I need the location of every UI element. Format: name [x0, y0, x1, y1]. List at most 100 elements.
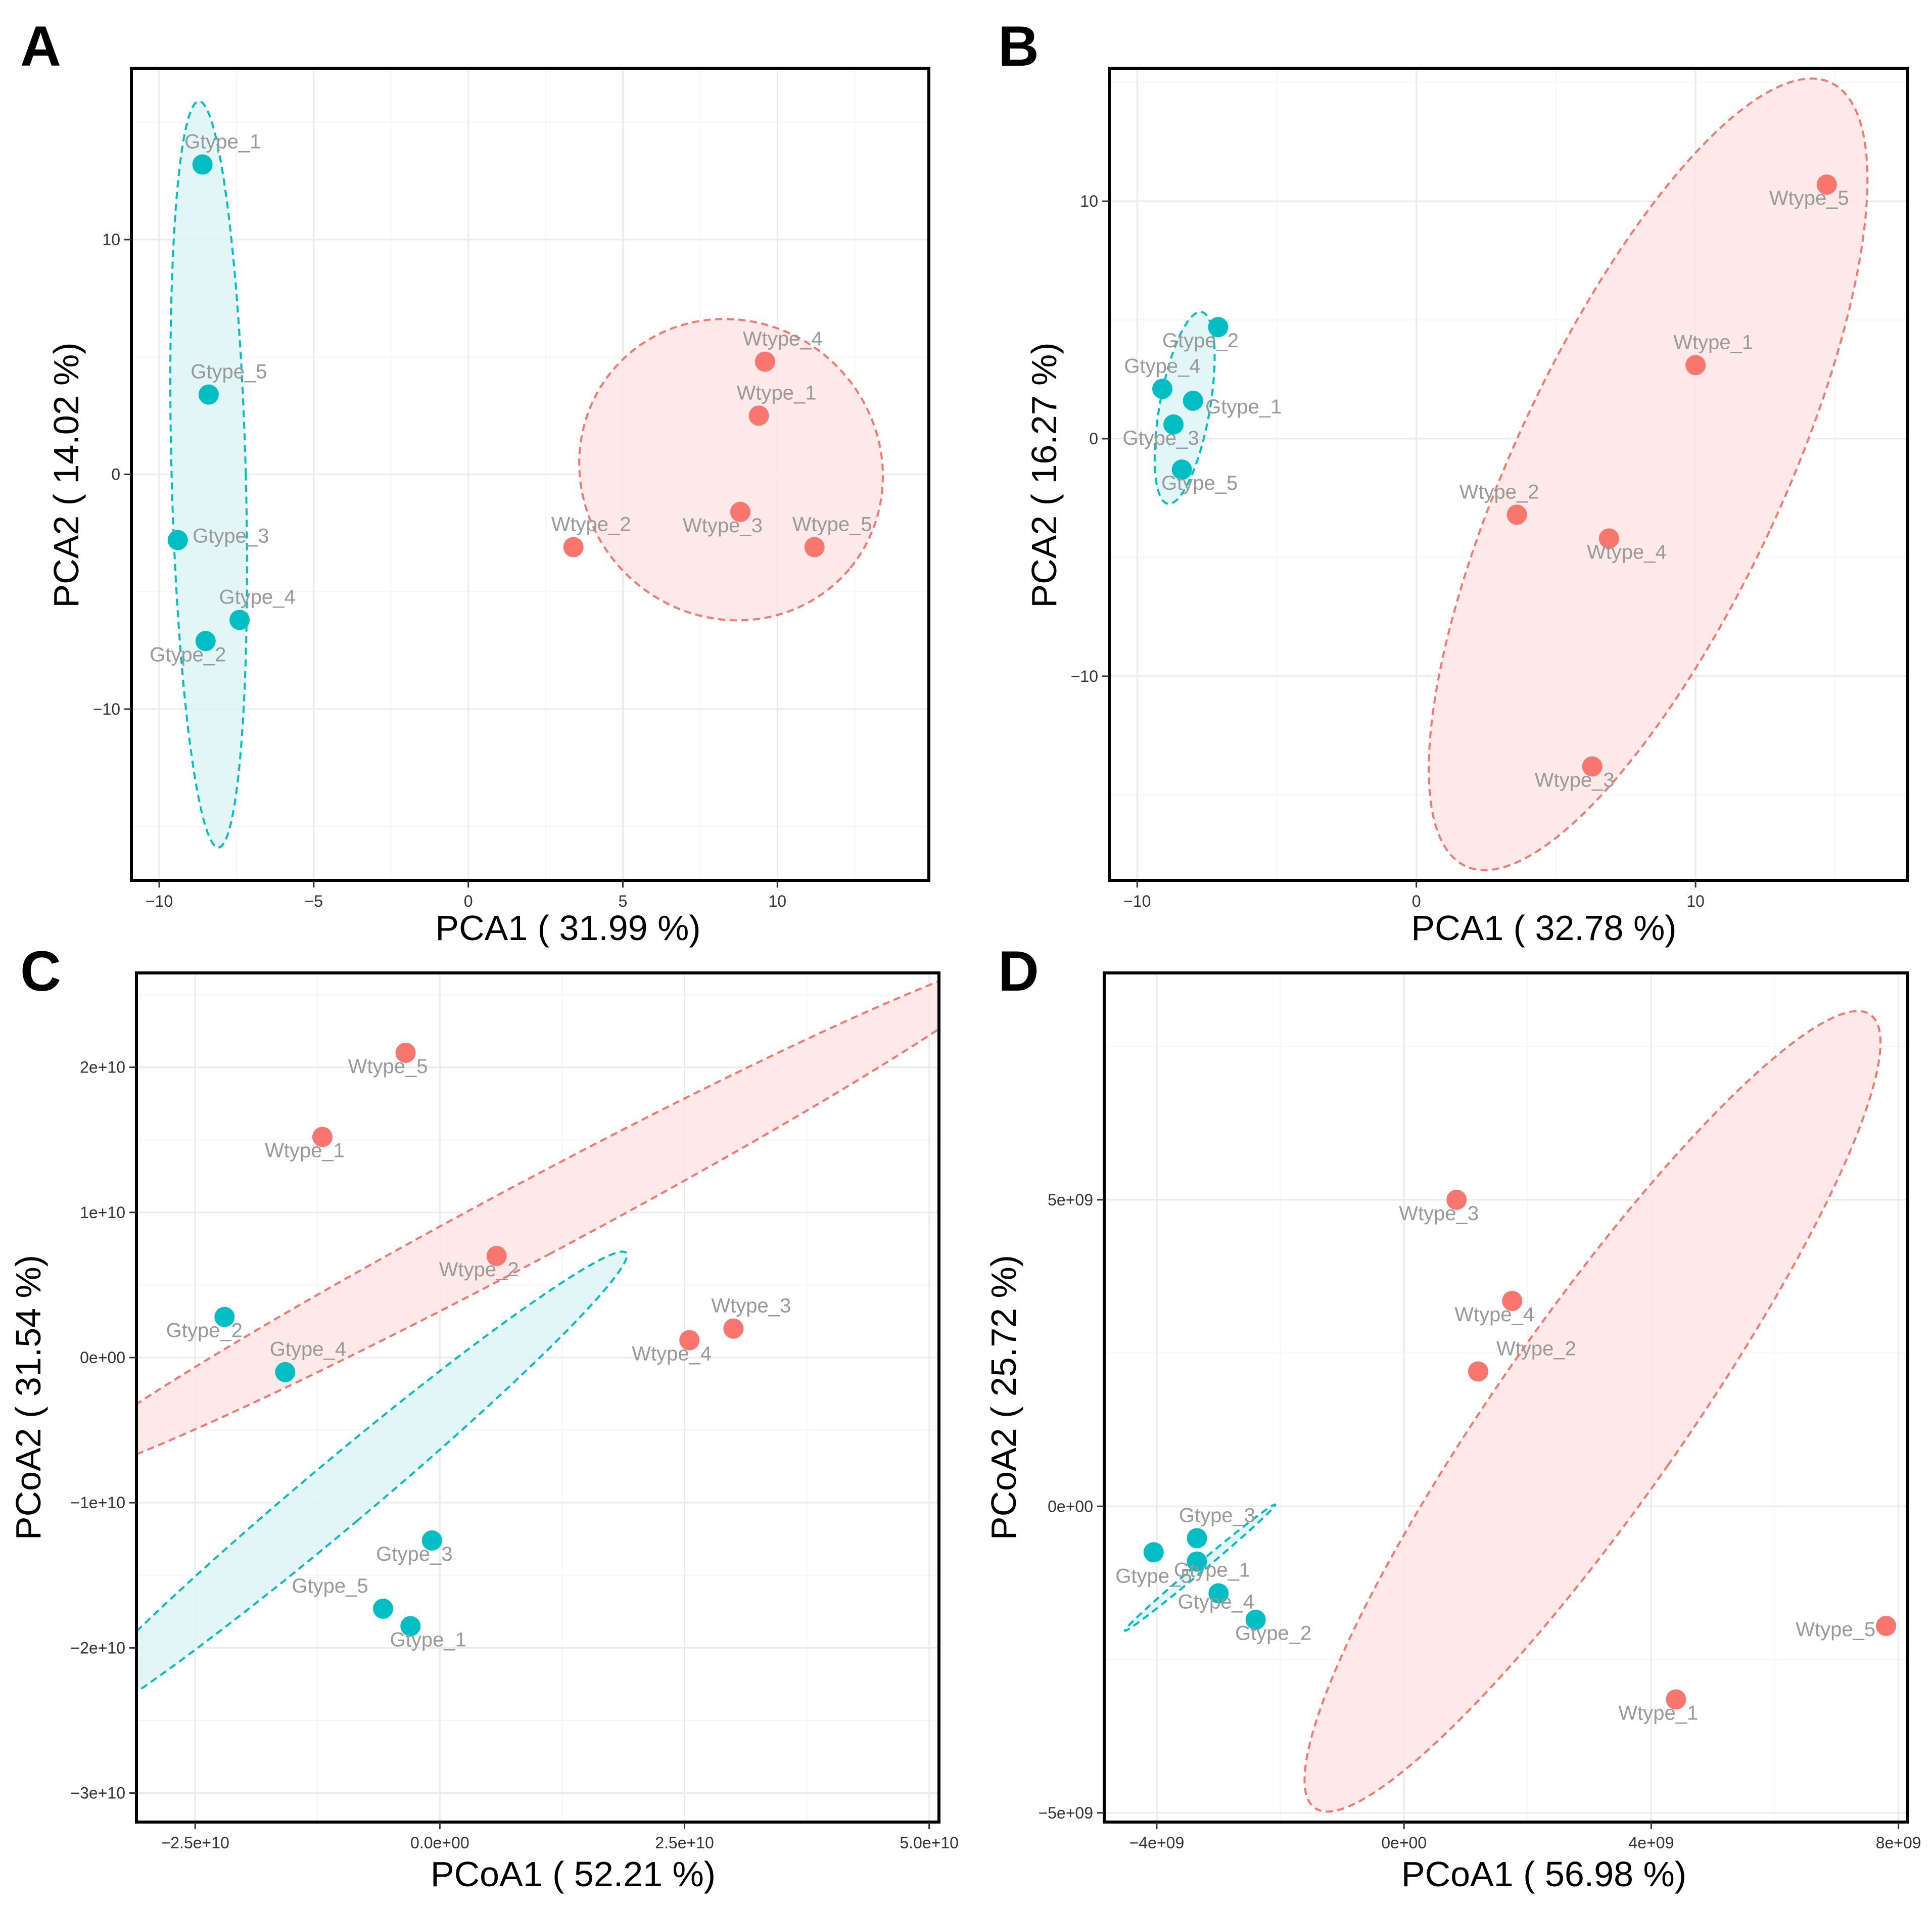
point-label: Gtype_3 — [193, 525, 269, 547]
point-label: Gtype_5 — [191, 361, 267, 383]
point-gtype_3 — [167, 530, 188, 550]
x-axis-title: PCA1 ( 31.99 %) — [435, 908, 700, 948]
point-gtype_5 — [373, 1598, 394, 1619]
point-wtype_5 — [1816, 174, 1837, 195]
point-label: Gtype_1 — [1174, 1559, 1250, 1581]
x-axis-title: PCoA1 ( 52.21 %) — [431, 1854, 716, 1894]
point-wtype_3 — [1446, 1189, 1467, 1210]
point-wtype_2 — [563, 537, 584, 557]
y-tick-label: 10 — [1080, 192, 1098, 210]
point-wtype_5 — [395, 1042, 416, 1063]
gtype-confidence-ellipse — [136, 1250, 628, 1741]
point-gtype_1 — [1187, 1551, 1207, 1572]
point-wtype_2 — [486, 1246, 507, 1266]
y-tick-label: 5e+09 — [1048, 1191, 1093, 1209]
point-label: Wtype_1 — [1673, 331, 1753, 353]
y-tick-label: −5e+09 — [1038, 1804, 1093, 1822]
point-label: Wtype_2 — [551, 513, 631, 535]
point-gtype_4 — [1152, 379, 1172, 399]
point-wtype_4 — [1598, 528, 1619, 549]
point-wtype_5 — [1876, 1615, 1897, 1636]
point-label: Gtype_4 — [219, 586, 295, 608]
ellipses — [1123, 1010, 1882, 1813]
point-label: Wtype_1 — [737, 382, 817, 404]
point-label: Gtype_1 — [390, 1628, 466, 1651]
point-wtype_2 — [1468, 1361, 1488, 1382]
point-label: Gtype_4 — [1178, 1591, 1254, 1613]
x-tick-label: 0 — [1412, 892, 1421, 910]
point-label: Gtype_2 — [1235, 1622, 1311, 1645]
point-wtype_5 — [804, 537, 825, 557]
y-tick-label: 1e+10 — [80, 1203, 125, 1222]
point-label: Wtype_5 — [1796, 1618, 1875, 1641]
point-label: Wtype_5 — [792, 513, 872, 535]
y-axis-title: PCA2 ( 16.27 %) — [1024, 342, 1064, 608]
plot-frame — [1108, 67, 1909, 882]
ellipses — [136, 973, 939, 1741]
y-tick-label: 10 — [102, 230, 120, 249]
x-tick-label: 5.0e+10 — [900, 1834, 959, 1852]
x-tick-label: −4e+09 — [1129, 1834, 1185, 1852]
panel-letter: B — [998, 15, 1039, 78]
point-label: Gtype_4 — [270, 1338, 346, 1361]
x-tick-label: −10 — [1123, 892, 1151, 910]
x-tick-label: 4e+09 — [1628, 1834, 1674, 1852]
y-tick-label: 0e+00 — [80, 1348, 125, 1367]
point-label: Wtype_3 — [683, 515, 763, 537]
point-gtype_1 — [1183, 390, 1203, 411]
point-wtype_1 — [312, 1127, 333, 1147]
point-label: Wtype_5 — [348, 1055, 428, 1078]
wtype-confidence-ellipse — [1428, 77, 1869, 871]
point-label: Gtype_3 — [376, 1543, 452, 1565]
panel-c: Gtype_2 Gtype_4 Gtype_3 Gtype_5 Gtype_1 Wtype… — [9, 940, 959, 1894]
y-tick-label: 0e+00 — [1048, 1497, 1093, 1515]
wtype-confidence-ellipse — [1303, 1010, 1882, 1813]
point-label: Wtype_3 — [1399, 1202, 1479, 1225]
x-tick-label: 10 — [769, 892, 787, 910]
point-gtype_5 — [1171, 459, 1192, 480]
point-gtype_3 — [421, 1530, 442, 1551]
panel-a: Gtype_1 Gtype_5 Gtype_3 Gtype_4 Gtype_2 Wtype… — [20, 15, 930, 948]
point-gtype_2 — [214, 1307, 235, 1327]
point-gtype_2 — [1245, 1609, 1266, 1630]
y-tick-label: 2e+10 — [80, 1058, 125, 1077]
y-axis-title: PCoA2 ( 25.72 %) — [984, 1255, 1023, 1540]
panel-letter: A — [20, 15, 61, 78]
x-tick-label: −2.5e+10 — [161, 1834, 229, 1852]
point-label: Gtype_5 — [292, 1575, 368, 1597]
point-label: Gtype_2 — [166, 1320, 243, 1342]
panel-letter: D — [998, 940, 1039, 1003]
y-tick-label: 0 — [111, 465, 120, 484]
point-label: Wtype_4 — [1454, 1303, 1534, 1326]
point-label: Wtype_4 — [632, 1343, 712, 1365]
point-label: Wtype_2 — [439, 1259, 519, 1281]
point-label: Gtype_2 — [1162, 330, 1239, 352]
panel-letter: C — [20, 940, 61, 1003]
point-gtype_4 — [229, 610, 250, 630]
point-gtype_1 — [400, 1616, 421, 1637]
ellipses — [1153, 77, 1869, 871]
wtype-confidence-ellipse — [136, 973, 939, 1482]
y-tick-label: −1e+10 — [70, 1494, 125, 1512]
point-label: Wtype_2 — [1496, 1337, 1576, 1360]
x-tick-label: −10 — [146, 892, 173, 910]
point-label: Wtype_4 — [743, 328, 823, 350]
x-tick-label: 0e+00 — [1381, 1834, 1427, 1852]
x-tick-label: 10 — [1686, 892, 1705, 910]
point-label: Gtype_1 — [1205, 396, 1282, 418]
point-wtype_4 — [755, 351, 775, 372]
point-label: Wtype_2 — [1459, 481, 1539, 503]
point-gtype_5 — [198, 384, 219, 405]
gtype-confidence-ellipse — [169, 100, 248, 849]
point-wtype_3 — [723, 1318, 744, 1339]
point-wtype_3 — [730, 501, 750, 522]
y-axis-title: PCoA2 ( 31.54 %) — [9, 1255, 48, 1540]
point-gtype_4 — [1208, 1583, 1229, 1604]
point-label: Wtype_3 — [711, 1295, 791, 1317]
point-gtype_2 — [1208, 317, 1229, 338]
point-label: Gtype_5 — [1161, 472, 1238, 494]
x-tick-label: 0 — [464, 892, 473, 910]
point-label: Wtype_1 — [265, 1140, 345, 1162]
